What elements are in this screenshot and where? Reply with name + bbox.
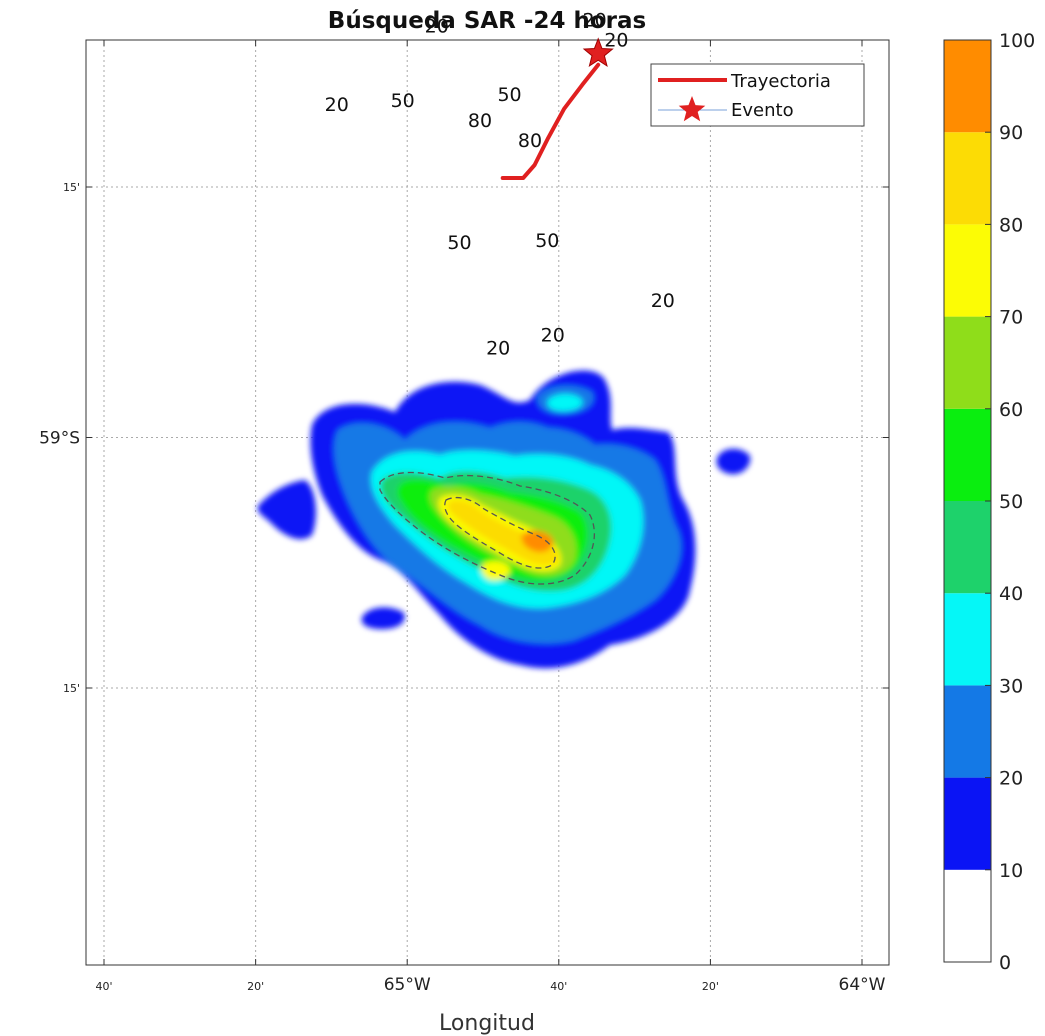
contour-label: 20 bbox=[582, 10, 606, 32]
x-tick-label: 40' bbox=[550, 980, 567, 993]
colorbar-label: 40 bbox=[999, 583, 1023, 605]
contour-label: 20 bbox=[651, 290, 675, 312]
contour-label: 20 bbox=[541, 324, 565, 346]
field-patch-south-yellow bbox=[481, 560, 511, 581]
x-tick-label: 64°W bbox=[839, 975, 886, 995]
x-axis-ticks: 40' 20' 65°W 40' 20' 64°W bbox=[95, 40, 886, 995]
colorbar-band bbox=[944, 224, 991, 317]
event-star bbox=[582, 37, 614, 68]
contour-label: 50 bbox=[447, 232, 471, 254]
colorbar-label: 90 bbox=[999, 122, 1023, 144]
x-tick-label: 20' bbox=[702, 980, 719, 993]
contour-label: 50 bbox=[391, 90, 415, 112]
colorbar-label: 50 bbox=[999, 491, 1023, 513]
contour-label: 50 bbox=[497, 84, 521, 106]
colorbar-band bbox=[944, 40, 991, 133]
contour-line-80 bbox=[444, 496, 556, 569]
contour-label: 80 bbox=[468, 110, 492, 132]
colorbar-band bbox=[944, 132, 991, 225]
legend-event-star bbox=[678, 96, 706, 122]
probability-field bbox=[257, 370, 751, 669]
y-tick-label: 59°S bbox=[39, 429, 80, 449]
field-blob-east bbox=[716, 448, 751, 475]
y-tick-label: 15' bbox=[63, 682, 80, 695]
colorbar-label: 0 bbox=[999, 952, 1011, 974]
colorbar-label: 30 bbox=[999, 675, 1023, 697]
x-tick-label: 65°W bbox=[384, 975, 431, 995]
colorbar-label: 10 bbox=[999, 860, 1023, 882]
contour-lines bbox=[379, 471, 595, 585]
x-axis-label: Longitud bbox=[439, 1011, 535, 1036]
colorbar: 0 10 20 30 40 50 60 70 80 90 100 bbox=[943, 30, 1035, 974]
contour-label: 20 bbox=[425, 16, 449, 38]
contour-label: 20 bbox=[604, 30, 628, 52]
field-patch-north-cyan bbox=[547, 394, 583, 412]
legend-trajectory-label: Trayectoria bbox=[730, 71, 831, 92]
colorbar-band bbox=[944, 685, 991, 778]
chart-title: Búsqueda SAR -24 horas bbox=[328, 8, 646, 34]
colorbar-band bbox=[944, 408, 991, 501]
trajectory-line bbox=[500, 62, 601, 180]
colorbar-band bbox=[944, 869, 991, 962]
contour-line-50 bbox=[379, 471, 595, 585]
colorbar-band bbox=[944, 316, 991, 409]
field-blob-west bbox=[257, 480, 316, 540]
contour-labels: 2020202020508050805050202020 bbox=[325, 10, 675, 360]
contour-label: 20 bbox=[325, 94, 349, 116]
colorbar-label: 80 bbox=[999, 214, 1023, 236]
contour-label: 50 bbox=[535, 230, 559, 252]
legend-event-label: Evento bbox=[731, 100, 794, 121]
x-tick-label: 20' bbox=[247, 980, 264, 993]
colorbar-label: 60 bbox=[999, 399, 1023, 421]
colorbar-band bbox=[944, 501, 991, 594]
contour-label: 80 bbox=[518, 130, 542, 152]
y-tick-label: 15' bbox=[63, 181, 80, 194]
legend: Trayectoria Evento bbox=[650, 63, 865, 127]
field-level-90 bbox=[521, 530, 554, 553]
colorbar-label: 20 bbox=[999, 768, 1023, 790]
y-axis-ticks: 15'30'45'59°S15' bbox=[39, 181, 889, 695]
x-tick-label: 40' bbox=[95, 980, 112, 993]
colorbar-band bbox=[944, 777, 991, 870]
field-blob-south bbox=[361, 607, 405, 630]
colorbar-label: 70 bbox=[999, 307, 1023, 329]
colorbar-band bbox=[944, 593, 991, 686]
colorbar-label: 100 bbox=[999, 30, 1035, 52]
contour-label: 20 bbox=[486, 337, 510, 359]
